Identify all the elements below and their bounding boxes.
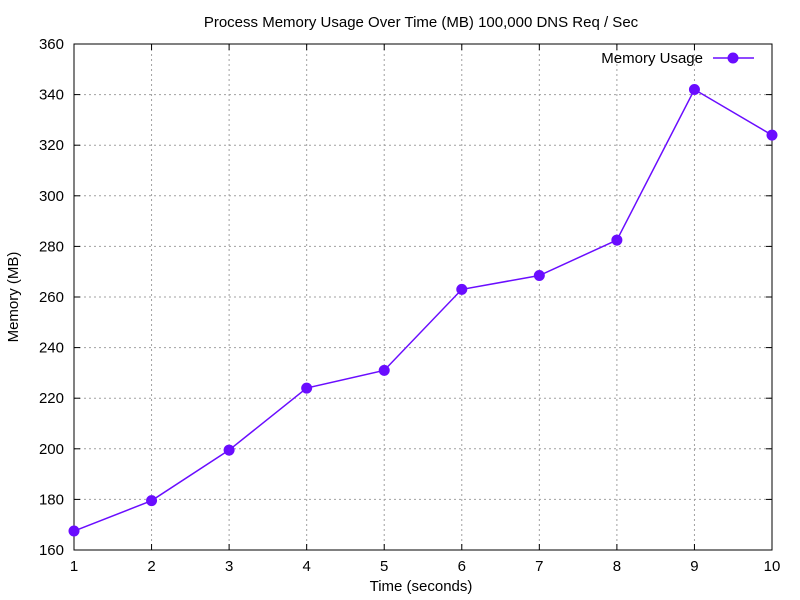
data-point [146,495,158,507]
data-point [688,84,700,96]
y-tick-label: 320 [39,137,64,154]
legend-label-memory-usage: Memory Usage [601,50,703,67]
y-tick-label: 240 [39,340,64,357]
y-tick-label: 220 [39,390,64,407]
y-axis-label: Memory (MB) [5,252,22,343]
legend-marker-memory-usage [727,52,739,64]
legend: Memory Usage [601,50,754,67]
data-point [611,234,623,246]
x-tick-label: 3 [225,558,233,575]
series-line-memory-usage [73,88,773,532]
data-point [533,269,545,281]
x-tick-label: 10 [764,558,781,575]
x-tick-label: 8 [613,558,621,575]
y-tick-label: 260 [39,289,64,306]
data-point [378,364,390,376]
data-point [301,382,313,394]
y-tick-label: 340 [39,87,64,104]
data-point [766,129,778,141]
grid-layer [74,44,772,550]
x-tick-label: 7 [535,558,543,575]
x-tick-label: 4 [302,558,310,575]
y-tick-label: 200 [39,441,64,458]
x-tick-label: 6 [458,558,466,575]
y-tick-label: 180 [39,491,64,508]
y-tick-label: 300 [39,188,64,205]
data-point [223,444,235,456]
y-tick-label: 280 [39,238,64,255]
y-tick-label: 360 [39,36,64,53]
x-tick-label: 2 [147,558,155,575]
plot-frame [73,43,773,551]
data-point [456,283,468,295]
tick-layer: 1 2 3 4 5 6 7 8 9 10 160 180 200 220 240 260 280 300 320 34… [39,36,780,575]
x-axis-label: Time (seconds) [370,578,473,595]
data-point [68,525,80,537]
x-tick-label: 9 [690,558,698,575]
x-tick-label: 5 [380,558,388,575]
series-layer [68,84,778,537]
x-tick-label: 1 [70,558,78,575]
chart-title: Process Memory Usage Over Time (MB) 100,… [204,14,639,31]
y-tick-label: 160 [39,542,64,559]
